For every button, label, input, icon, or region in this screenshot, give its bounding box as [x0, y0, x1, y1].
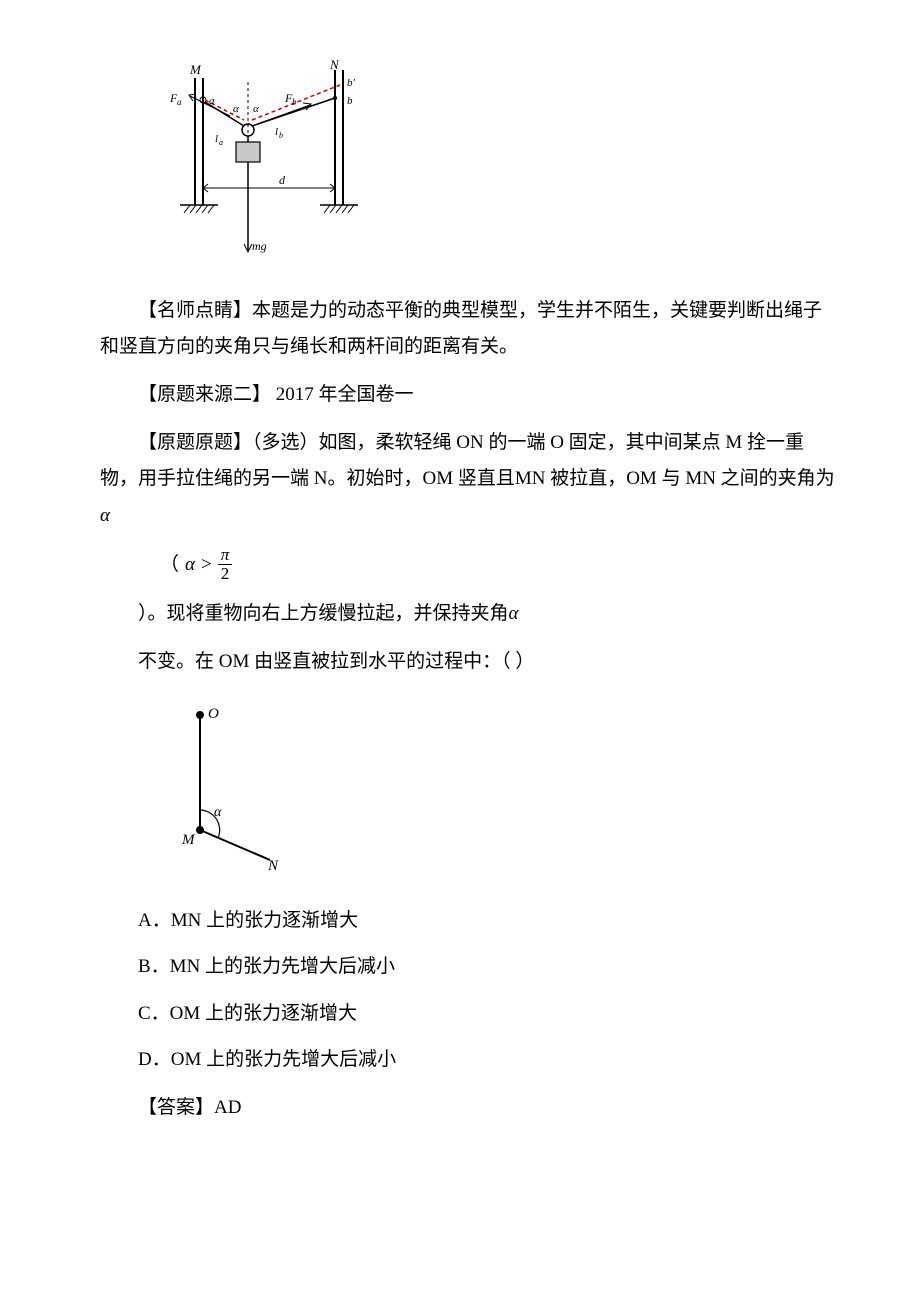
diagram-1-svg: M N F a F b a b b' α α l a l b d mg: [160, 60, 390, 260]
formula-pi: π: [218, 546, 233, 566]
question-stem-1-text: 【原题原题】（多选）如图，柔软轻绳 ON 的一端 O 固定，其中间某点 M 拴一…: [100, 432, 835, 489]
d1-label-alpha1: α: [233, 103, 239, 115]
choice-C: C．OM 上的张力逐渐增大: [138, 996, 840, 1032]
d1-label-lb: l: [275, 126, 278, 138]
diagram-2-svg: O M N α: [160, 700, 320, 870]
question-stem-3: 不变。在 OM 由竖直被拉到水平的过程中：（ ）: [100, 644, 840, 680]
answer-line: 【答案】AD: [100, 1090, 840, 1126]
d1-label-d: d: [279, 173, 286, 187]
diagram-1: M N F a F b a b b' α α l a l b d mg: [160, 60, 840, 273]
diagram-2: O M N α: [160, 700, 840, 883]
alpha-symbol-2: α: [509, 603, 519, 624]
formula-alpha: α: [185, 547, 195, 583]
svg-text:a: a: [177, 97, 182, 107]
d1-label-bprime: b': [347, 77, 356, 89]
d2-label-N: N: [267, 858, 279, 870]
d2-label-M: M: [181, 832, 196, 848]
formula-alpha-gt-pi-over-2: （ α > π 2: [160, 546, 840, 584]
d1-label-N: N: [329, 60, 340, 72]
teacher-comment: 【名师点睛】本题是力的动态平衡的典型模型，学生并不陌生，关键要判断出绳子和竖直方…: [100, 293, 840, 365]
choice-D: D．OM 上的张力先增大后减小: [138, 1042, 840, 1078]
d2-label-O: O: [208, 706, 219, 722]
d1-label-b: b: [347, 95, 353, 107]
svg-text:b: b: [292, 97, 297, 107]
question-stem-2: ）。现将重物向右上方缓慢拉起，并保持夹角α: [100, 596, 840, 632]
question-stem-2-text: ）。现将重物向右上方缓慢拉起，并保持夹角: [138, 603, 509, 624]
d1-label-a: a: [209, 95, 215, 107]
formula-two: 2: [218, 565, 233, 584]
formula-open-paren: （: [160, 547, 179, 583]
choice-B: B．MN 上的张力先增大后减小: [138, 949, 840, 985]
formula-gt: >: [201, 547, 212, 583]
d2-label-alpha: α: [214, 805, 222, 820]
d1-label-la: l: [215, 133, 218, 145]
d1-label-M: M: [189, 62, 202, 77]
d1-label-mg: mg: [252, 239, 267, 253]
d1-label-alpha2: α: [253, 103, 259, 115]
svg-text:b: b: [279, 131, 283, 140]
alpha-symbol-1: α: [100, 505, 110, 526]
source-line: 【原题来源二】 2017 年全国卷一: [100, 377, 840, 413]
choice-A: A．MN 上的张力逐渐增大: [138, 903, 840, 939]
svg-text:a: a: [219, 138, 223, 147]
question-stem-1: 【原题原题】（多选）如图，柔软轻绳 ON 的一端 O 固定，其中间某点 M 拴一…: [100, 425, 840, 533]
